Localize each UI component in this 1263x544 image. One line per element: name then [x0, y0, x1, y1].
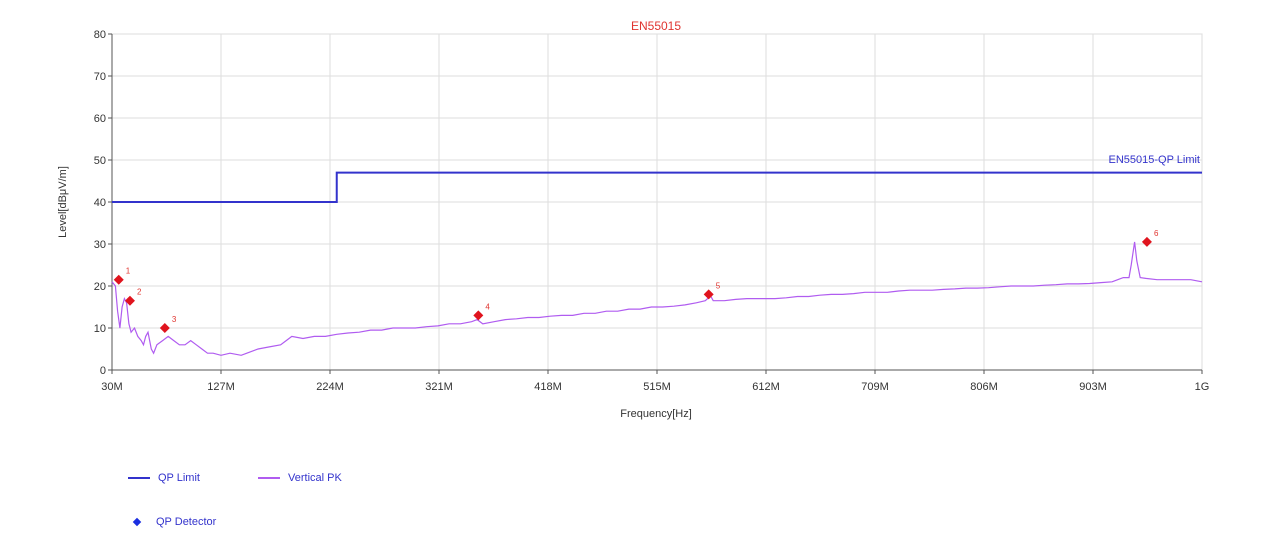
qp-marker-label-4: 4	[485, 302, 490, 311]
qp-marker-2	[124, 295, 135, 306]
qp-marker-4	[473, 310, 484, 321]
y-tick-label: 80	[94, 29, 106, 41]
qp-marker-1	[113, 274, 124, 285]
legend-diamond-icon	[132, 517, 142, 527]
legend-label-vertical-pk: Vertical PK	[288, 472, 342, 484]
x-tick-label: 903M	[1079, 381, 1107, 393]
legend-swatch-vertical-pk	[258, 477, 280, 479]
legend-item-qp-detector: QP Detector	[128, 516, 216, 528]
y-tick-label: 60	[94, 113, 106, 125]
x-tick-label: 127M	[207, 381, 235, 393]
y-tick-label: 40	[94, 197, 106, 209]
chart-title: EN55015	[631, 19, 681, 33]
legend-swatch-qp-limit	[128, 477, 150, 479]
legend-item-qp-limit: QP Limit	[128, 472, 200, 484]
qp-limit-line	[112, 171, 1202, 203]
y-tick-label: 20	[94, 281, 106, 293]
markers-group: 1 2 3 4 5 6	[113, 229, 1159, 333]
y-tick-label: 50	[94, 155, 106, 167]
axes: 0 10 20 30 40 50 60 70 80 30M 127M 224M 321M 418M 515M…	[94, 29, 1210, 393]
x-tick-label: 515M	[643, 381, 671, 393]
x-axis-title: Frequency[Hz]	[620, 408, 692, 420]
qp-marker-label-2: 2	[137, 288, 142, 297]
x-tick-label: 806M	[970, 381, 998, 393]
qp-marker-label-5: 5	[716, 281, 721, 290]
y-tick-label: 10	[94, 323, 106, 335]
qp-marker-5	[703, 289, 714, 300]
qp-marker-6	[1141, 236, 1152, 247]
qp-marker-3	[159, 323, 170, 333]
qp-marker-label-3: 3	[172, 315, 177, 324]
x-tick-label: 30M	[101, 381, 122, 393]
y-tick-label: 0	[100, 365, 106, 377]
qp-marker-label-1: 1	[126, 267, 131, 276]
x-tick-label: 1G	[1195, 381, 1210, 393]
y-axis-title: Level[dBμV/m]	[57, 166, 69, 238]
series-group	[111, 241, 1203, 356]
legend-label-qp-detector: QP Detector	[156, 516, 217, 528]
qp-marker-label-6: 6	[1154, 229, 1159, 238]
x-tick-label: 321M	[425, 381, 453, 393]
legend-item-vertical-pk: Vertical PK	[258, 472, 342, 484]
x-tick-label: 224M	[316, 381, 344, 393]
y-tick-label: 70	[94, 71, 106, 83]
x-tick-label: 709M	[861, 381, 889, 393]
limit-line-group	[112, 171, 1202, 203]
limit-line-label: EN55015-QP Limit	[1108, 154, 1200, 166]
legend-label-qp-limit: QP Limit	[158, 472, 200, 484]
x-tick-label: 612M	[752, 381, 780, 393]
x-tick-label: 418M	[534, 381, 562, 393]
series-line-vertical-pk	[111, 241, 1203, 356]
y-tick-label: 30	[94, 239, 106, 251]
